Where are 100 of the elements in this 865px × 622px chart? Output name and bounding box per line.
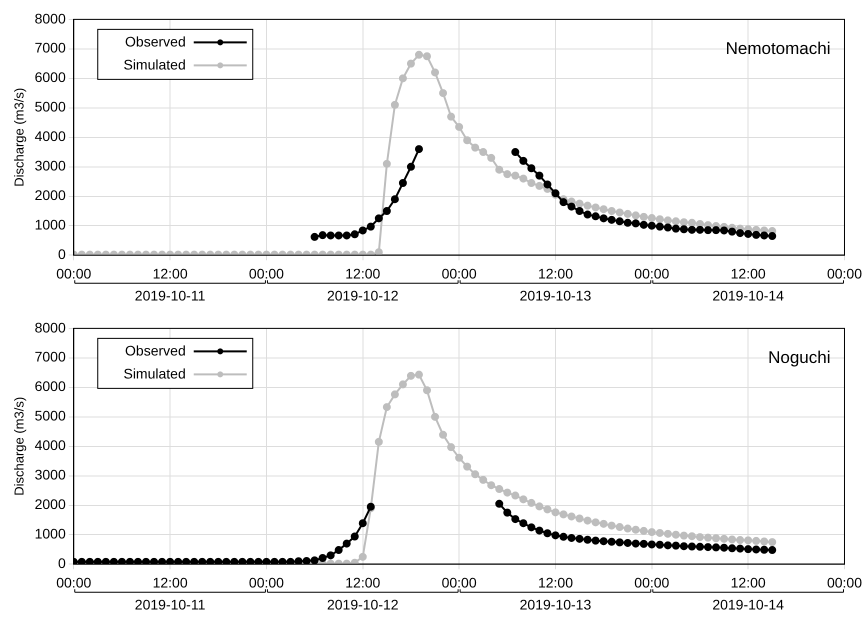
point — [455, 454, 464, 462]
y-tick-label: 2000 — [34, 187, 66, 204]
point — [414, 370, 423, 379]
point — [720, 226, 728, 234]
point — [584, 516, 592, 525]
point — [559, 198, 568, 206]
point — [350, 558, 359, 564]
point — [535, 502, 544, 510]
x-tick-label: 00:00 — [248, 574, 284, 590]
point — [495, 485, 504, 494]
x-tick-label: 12:00 2019-10-13 — [520, 265, 592, 304]
point — [760, 538, 768, 546]
point — [736, 536, 744, 544]
point — [600, 214, 608, 222]
x-tick-label: 00:00 — [56, 265, 92, 282]
x-tick-label: 00:00 — [634, 574, 670, 590]
x-tick-label: 12:00 2019-10-11 — [134, 574, 206, 613]
annotation: Noguchi — [768, 348, 830, 368]
point — [712, 226, 720, 234]
x-tick-label: 00:00 — [56, 574, 92, 590]
x-tick-label: 00:00 — [442, 574, 477, 590]
point — [334, 231, 343, 240]
point — [696, 533, 704, 542]
x-tick-label: 12:00 2019-10-13 — [520, 574, 592, 613]
x-tick-label: 00:00 — [442, 265, 477, 282]
point — [511, 148, 520, 156]
point — [519, 156, 528, 165]
y-tick-label: 8000 — [34, 10, 66, 26]
point — [398, 178, 407, 187]
point — [648, 528, 656, 536]
point — [527, 498, 536, 507]
point — [551, 508, 560, 516]
y-tick-label: 6000 — [34, 378, 66, 394]
x-tick-label: 00:00 — [248, 265, 284, 282]
x-tick-label: 12:00 2019-10-12 — [326, 265, 399, 304]
x-tick-label: 00:00 — [826, 265, 862, 282]
point — [406, 372, 415, 380]
y-tick-label: 7000 — [34, 40, 66, 56]
point — [511, 492, 520, 500]
x-tick-label: 12:00 2019-10-14 — [712, 265, 784, 304]
point — [406, 162, 415, 171]
point — [527, 164, 536, 172]
point — [704, 534, 712, 542]
point — [768, 232, 776, 240]
y-tick-label: 3000 — [34, 158, 66, 174]
point — [752, 230, 760, 239]
point — [616, 523, 624, 532]
point — [656, 222, 664, 231]
point — [592, 518, 600, 526]
y-tick-label: 0 — [58, 555, 66, 572]
y-tick-label: 7000 — [34, 348, 66, 365]
point — [680, 532, 688, 540]
point — [648, 222, 656, 230]
point — [584, 210, 592, 219]
point — [543, 180, 552, 188]
annotation: Nemotomachi — [726, 39, 830, 58]
point — [640, 220, 648, 229]
y-tick-label: 1000 — [34, 216, 66, 233]
point — [632, 526, 640, 534]
point — [728, 228, 736, 236]
point — [736, 229, 744, 238]
legend-label: Simulated — [123, 365, 186, 382]
point — [342, 231, 351, 240]
point — [398, 380, 407, 388]
point — [487, 481, 496, 490]
y-axis-title: Discharge (m3/s) — [11, 396, 26, 496]
point — [664, 223, 672, 232]
point — [568, 512, 576, 520]
point — [624, 524, 632, 533]
x-tick-label: 00:00 — [826, 574, 862, 590]
point — [390, 390, 399, 398]
y-tick-label: 1000 — [34, 526, 66, 542]
point — [479, 476, 488, 484]
point — [559, 510, 568, 518]
point — [326, 231, 335, 240]
point — [600, 520, 608, 528]
y-axis-title: Discharge (m3/s) — [11, 88, 26, 187]
y-tick-label: 4000 — [34, 128, 66, 144]
point — [543, 505, 552, 514]
point — [632, 219, 640, 228]
point — [374, 438, 383, 446]
point — [414, 145, 423, 154]
point — [382, 206, 391, 215]
point — [519, 495, 528, 504]
point — [760, 231, 768, 240]
point — [616, 217, 624, 226]
y-tick-label: 5000 — [34, 408, 66, 424]
point — [728, 535, 736, 544]
point — [608, 216, 616, 224]
point — [704, 226, 712, 234]
point — [358, 552, 367, 561]
point — [688, 532, 696, 540]
point — [310, 232, 319, 241]
point — [640, 526, 648, 535]
point — [463, 462, 472, 471]
point — [608, 522, 616, 530]
y-tick-label: 2000 — [34, 496, 66, 512]
point — [366, 222, 375, 231]
point — [768, 538, 776, 546]
y-tick-label: 4000 — [34, 437, 66, 454]
